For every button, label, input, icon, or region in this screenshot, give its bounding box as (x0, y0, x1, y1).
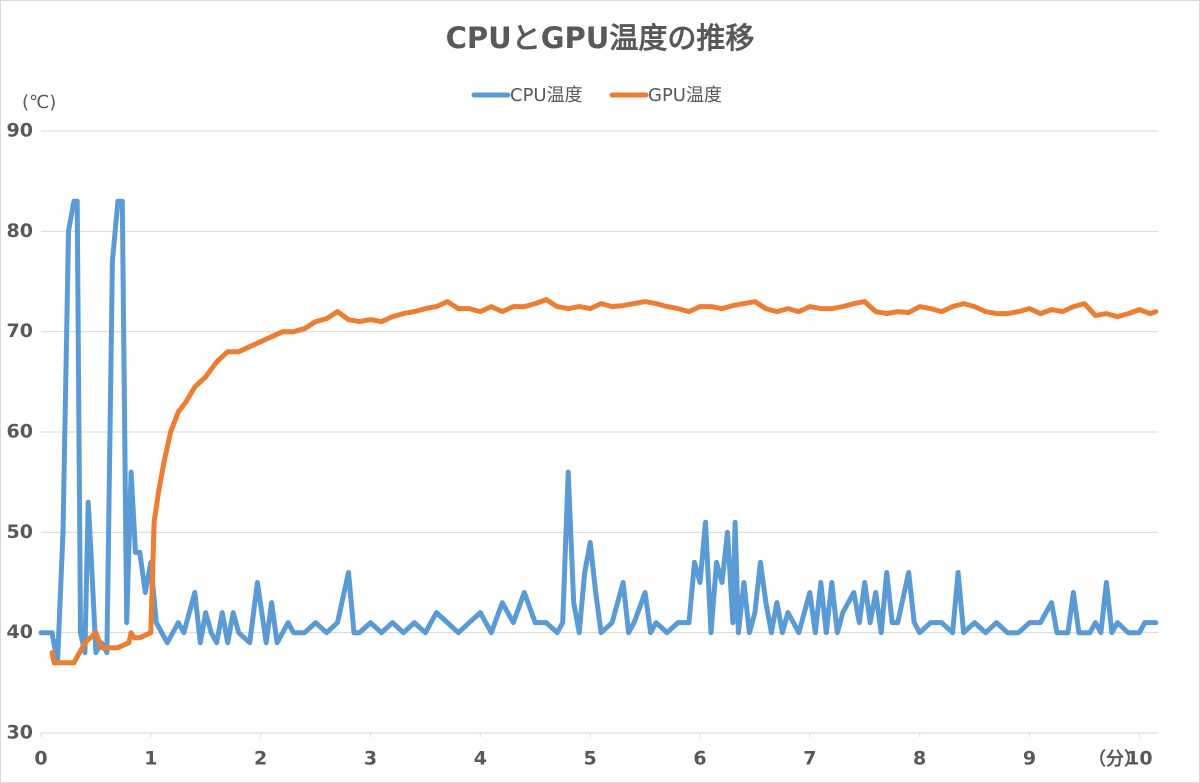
y-tick-label: 30 (7, 722, 33, 744)
y-axis-label: (℃) (22, 92, 56, 113)
legend-label: CPU温度 (510, 85, 583, 106)
line-series (38, 198, 1159, 666)
x-tick-label: 6 (693, 748, 706, 770)
x-tick-label: 1 (144, 748, 157, 770)
x-tick-label: 4 (474, 748, 487, 770)
y-tick-label: 80 (7, 220, 33, 242)
x-axis-label: （分） (1088, 749, 1142, 770)
x-tick-label: 3 (364, 748, 377, 770)
x-tick-label: 2 (254, 748, 267, 770)
x-tick-label: 8 (913, 748, 926, 770)
y-tick-label: 90 (7, 120, 33, 142)
x-tick-label: 9 (1023, 748, 1036, 770)
y-tick-label: 40 (7, 621, 33, 643)
x-tick-label: 5 (584, 748, 597, 770)
x-tick-label: 0 (34, 748, 47, 770)
x-tick-label: 10 (1126, 748, 1152, 770)
x-tick-label: 7 (803, 748, 816, 770)
legend-label: GPU温度 (648, 85, 722, 106)
chart-title: CPUとGPU温度の推移 (446, 21, 755, 55)
y-tick-label: 50 (7, 521, 33, 543)
line-series (49, 297, 1159, 666)
y-tick-label: 70 (7, 320, 33, 342)
y-tick-label: 60 (7, 421, 33, 443)
